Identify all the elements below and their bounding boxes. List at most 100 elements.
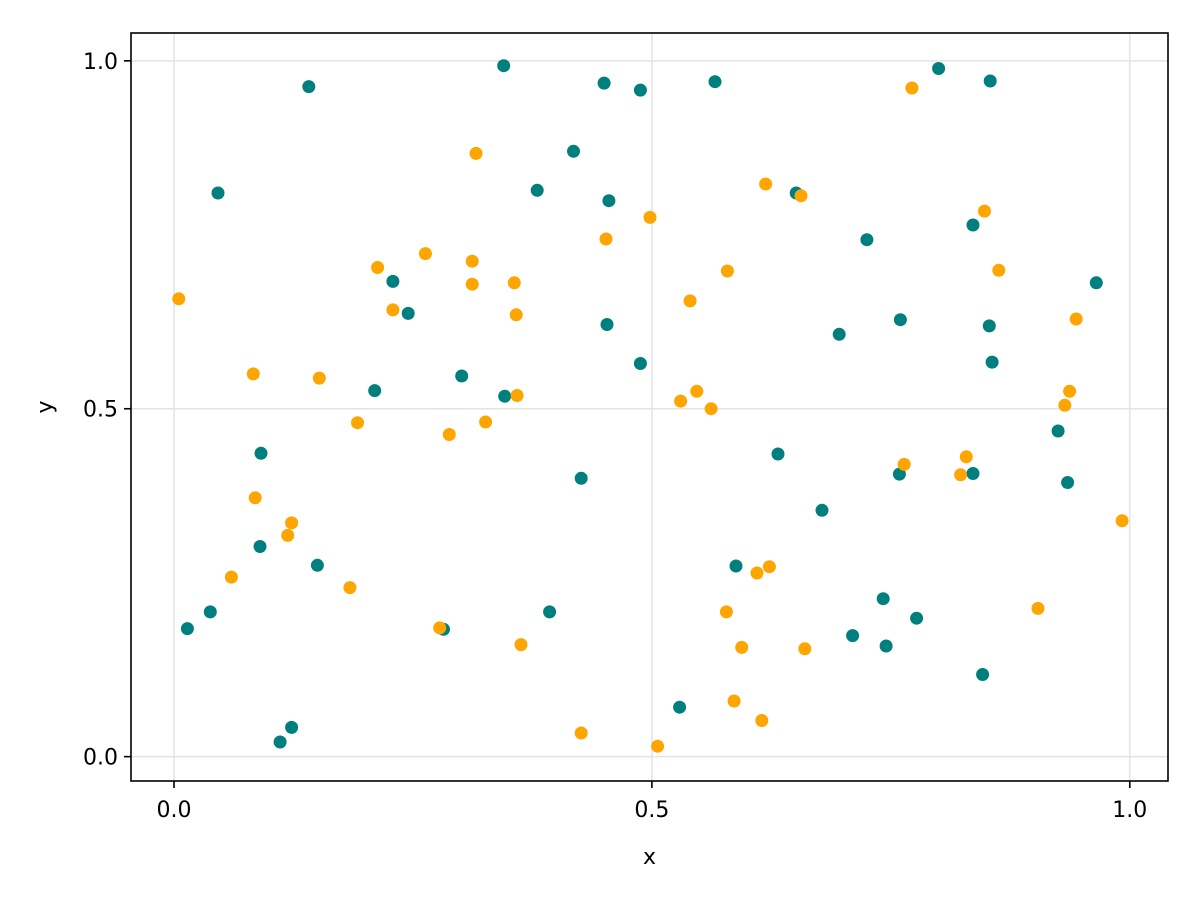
data-point [530, 183, 544, 197]
x-axis-label: x [643, 845, 656, 870]
data-point [418, 247, 432, 261]
data-point [285, 720, 299, 734]
data-point [959, 450, 973, 464]
data-point [798, 642, 812, 656]
y-axis-label: y [33, 400, 58, 413]
y-tick-label: 1.0 [83, 50, 118, 75]
data-point [498, 389, 512, 403]
data-points [172, 59, 1129, 753]
data-point [386, 303, 400, 317]
series-2 [172, 81, 1129, 753]
data-point [633, 83, 647, 97]
data-point [651, 739, 665, 753]
data-point [755, 714, 769, 727]
data-point [509, 308, 523, 322]
data-point [704, 402, 718, 416]
data-point [978, 204, 991, 218]
data-point [643, 210, 657, 224]
data-point [253, 540, 267, 553]
data-point [386, 274, 400, 288]
data-point [954, 468, 968, 482]
data-point [507, 276, 521, 290]
data-point [932, 62, 946, 75]
data-point [371, 261, 385, 274]
data-point [729, 559, 743, 573]
data-point [497, 59, 511, 73]
data-point [673, 700, 687, 714]
data-point [602, 194, 616, 208]
data-point [750, 566, 764, 580]
data-point [281, 528, 295, 542]
data-point [368, 384, 382, 398]
data-point [683, 294, 697, 308]
data-point [735, 640, 749, 654]
data-point [510, 389, 524, 402]
data-point [469, 146, 483, 160]
data-point [846, 629, 860, 643]
data-point [254, 446, 268, 460]
data-point [985, 355, 999, 369]
data-point [727, 694, 741, 708]
plot-frame [130, 32, 1169, 782]
data-point [310, 558, 324, 572]
data-point [455, 369, 469, 383]
data-point [465, 277, 479, 291]
data-point [633, 357, 647, 370]
data-point [574, 726, 588, 740]
data-point [273, 735, 287, 749]
data-point [172, 292, 186, 306]
data-point [211, 186, 225, 200]
data-point [983, 74, 997, 88]
data-point [992, 263, 1006, 277]
data-point [180, 622, 194, 636]
data-point [343, 581, 357, 595]
data-point [719, 605, 733, 619]
data-point [1069, 312, 1083, 326]
data-point [1061, 476, 1075, 489]
data-point [720, 264, 734, 278]
data-point [966, 218, 980, 232]
data-point [897, 457, 911, 471]
data-point [203, 605, 217, 619]
data-point [976, 668, 990, 681]
data-point [892, 467, 906, 481]
data-point [401, 306, 415, 320]
data-point [433, 621, 447, 635]
data-point [302, 80, 316, 94]
data-point [771, 447, 785, 461]
data-point [597, 76, 611, 90]
data-point [794, 189, 808, 203]
data-point [600, 318, 614, 331]
data-point [860, 233, 874, 247]
data-point [759, 177, 773, 191]
data-point [762, 560, 776, 574]
data-point [832, 327, 846, 341]
data-point [893, 313, 907, 327]
x-tick-label: 0.0 [157, 798, 192, 823]
data-point [815, 503, 829, 517]
data-point [1058, 398, 1072, 412]
grid-lines [131, 33, 1168, 781]
data-point [574, 471, 588, 485]
data-point [879, 639, 893, 653]
data-point [514, 638, 528, 652]
data-point [1051, 424, 1065, 438]
data-point [248, 491, 262, 505]
data-point [690, 384, 704, 398]
data-point [1063, 384, 1077, 398]
y-tick-label: 0.0 [83, 746, 118, 771]
x-tick-label: 1.0 [1112, 798, 1147, 823]
data-point [1089, 276, 1103, 290]
data-point [674, 394, 688, 408]
data-point [312, 371, 326, 385]
data-point [246, 367, 260, 381]
data-point [905, 81, 919, 95]
data-point [285, 516, 299, 530]
data-point [465, 254, 479, 268]
data-point [966, 467, 980, 480]
data-point [708, 75, 722, 89]
series-1 [180, 59, 1103, 749]
data-point [224, 570, 238, 584]
data-point [910, 611, 924, 625]
